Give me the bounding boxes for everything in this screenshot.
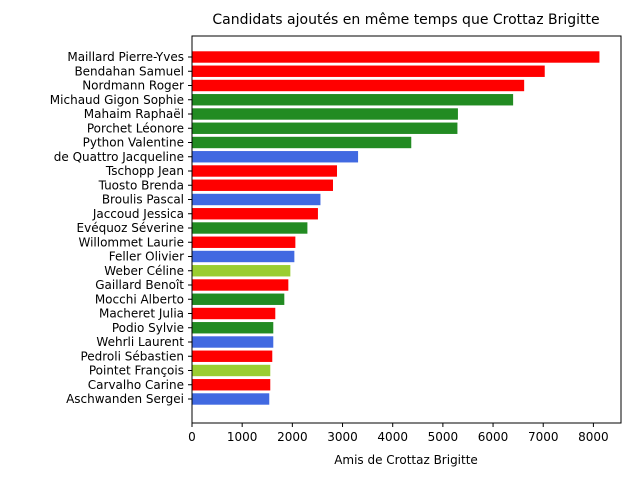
x-tick-label: 0 [188, 430, 196, 444]
category-label: Aschwanden Sergei [66, 392, 184, 406]
category-label: Gaillard Benoît [95, 278, 184, 292]
x-axis-label: Amis de Crottaz Brigitte [334, 453, 478, 467]
category-label: de Quattro Jacqueline [54, 150, 184, 164]
bar [192, 393, 270, 405]
bar [192, 79, 525, 92]
bar [192, 250, 295, 263]
category-label: Jaccoud Jessica [92, 207, 184, 221]
category-label: Evéquoz Séverine [77, 221, 184, 235]
bar [192, 208, 318, 220]
bar [192, 151, 359, 163]
category-label: Nordmann Roger [82, 79, 184, 93]
category-label: Pedroli Sébastien [80, 349, 184, 363]
category-label: Tschopp Jean [105, 164, 184, 178]
category-label: Python Valentine [83, 136, 184, 150]
x-tick-label: 5000 [428, 430, 459, 444]
bar [192, 293, 285, 305]
x-tick-label: 6000 [478, 430, 509, 444]
category-label: Maillard Pierre-Yves [67, 50, 184, 64]
x-ticks-group: 0 1000 2000 3000 4000 5000 6000 7000 8000 [188, 423, 609, 444]
bar [192, 322, 274, 334]
category-label: Podio Sylvie [112, 321, 184, 335]
bar [192, 65, 545, 77]
category-label: Michaud Gigon Sophie [50, 93, 184, 107]
x-tick-label: 1000 [227, 430, 258, 444]
bar [192, 108, 458, 120]
bar [192, 364, 271, 377]
bar [192, 336, 274, 348]
bar [192, 122, 458, 134]
category-label: Mahaim Raphaël [84, 107, 184, 121]
bar [192, 307, 276, 320]
bar [192, 51, 600, 63]
x-tick-label: 3000 [327, 430, 358, 444]
category-label: Porchet Léonore [87, 121, 184, 135]
bar [192, 379, 271, 391]
x-tick-label: 2000 [277, 430, 308, 444]
bar [192, 193, 321, 206]
x-tick-label: 7000 [528, 430, 559, 444]
category-label: Macheret Julia [99, 307, 184, 321]
category-label: Feller Olivier [109, 250, 184, 264]
category-label: Wehrli Laurent [96, 335, 184, 349]
bar [192, 165, 338, 177]
category-label: Broulis Pascal [102, 193, 184, 207]
bar [192, 222, 308, 234]
bar [192, 94, 514, 106]
category-label: Pointet François [89, 364, 184, 378]
category-label: Mocchi Alberto [95, 292, 184, 306]
category-label: Carvalho Carine [88, 378, 184, 392]
bar [192, 236, 296, 248]
bar [192, 350, 273, 362]
bar [192, 265, 291, 277]
bar [192, 136, 412, 149]
x-tick-label: 4000 [377, 430, 408, 444]
chart-title: Candidats ajoutés en même temps que Crot… [212, 12, 599, 28]
category-label: Weber Céline [104, 264, 184, 278]
category-label: Bendahan Samuel [74, 64, 184, 78]
x-tick-label: 8000 [578, 430, 609, 444]
category-label: Tuosto Brenda [98, 178, 184, 192]
plot-frame [191, 35, 622, 424]
bar [192, 279, 289, 291]
category-label: Willommet Laurie [78, 235, 184, 249]
bars-group [192, 51, 600, 405]
bar [192, 179, 333, 191]
